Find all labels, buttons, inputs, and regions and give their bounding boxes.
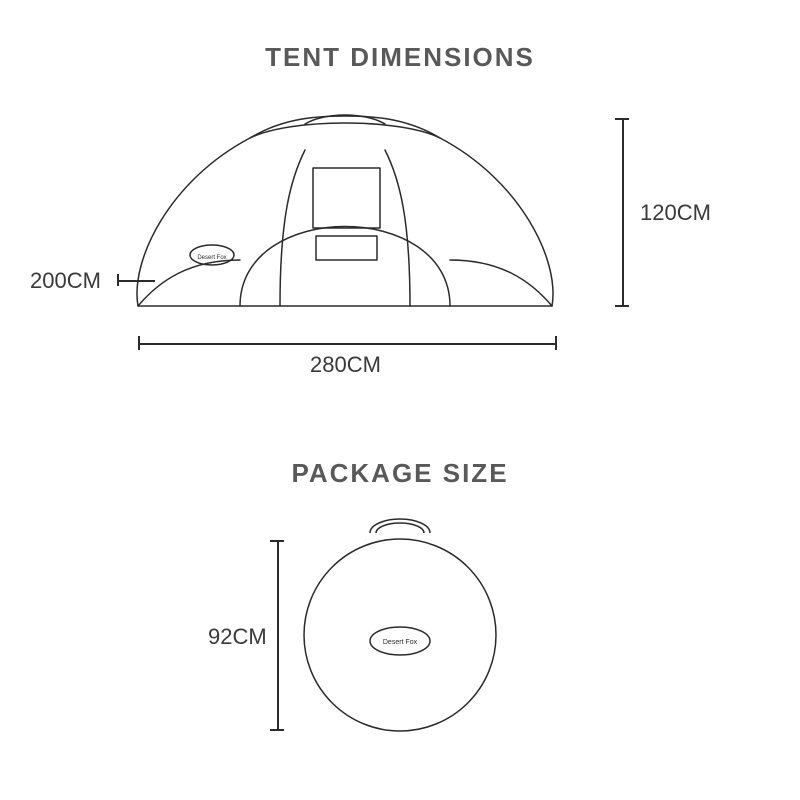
brand-label: Desert Fox xyxy=(197,255,226,261)
width-rule-tick-right xyxy=(555,336,557,350)
package-diam-tick-bottom xyxy=(270,729,284,731)
height-rule xyxy=(622,118,624,306)
tent-title: TENT DIMENSIONS xyxy=(0,42,800,73)
package-title: PACKAGE SIZE xyxy=(0,458,800,489)
depth-label: 200CM xyxy=(30,268,101,294)
tent-diagram: Desert Fox xyxy=(130,110,560,310)
package-diam-label: 92CM xyxy=(208,624,267,650)
width-rule xyxy=(138,343,556,345)
width-rule-tick-left xyxy=(138,336,140,350)
height-rule-tick-bottom xyxy=(615,305,629,307)
package-diam-rule xyxy=(277,540,279,730)
package-diagram: Desert Fox xyxy=(264,509,536,761)
brand-label-bag: Desert Fox xyxy=(383,639,418,646)
height-rule-tick-top xyxy=(615,118,629,120)
depth-tick xyxy=(117,280,155,282)
package-diam-tick-top xyxy=(270,540,284,542)
depth-tick-end xyxy=(117,274,119,286)
width-label: 280CM xyxy=(310,352,381,378)
height-label: 120CM xyxy=(640,200,711,226)
